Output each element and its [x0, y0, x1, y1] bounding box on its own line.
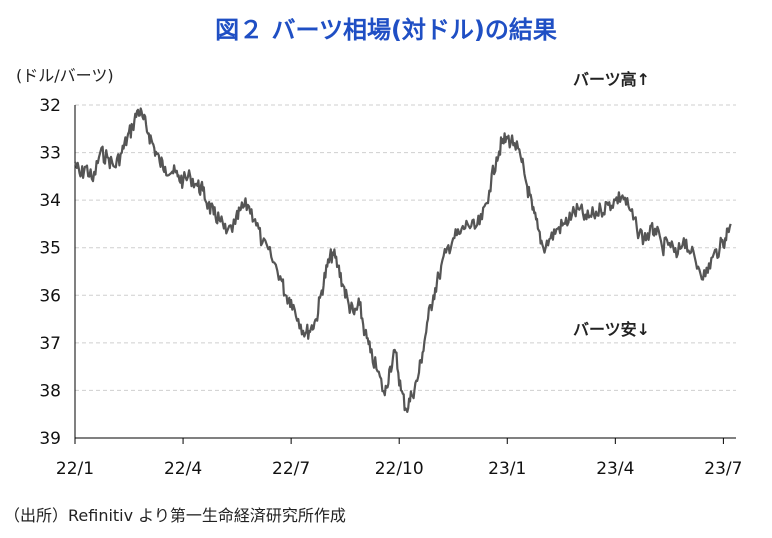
annotation-baht-strong: バーツ高↑ — [573, 70, 651, 89]
y-tick-label-36: 36 — [39, 286, 61, 306]
x-tick-label-23/7: 23/7 — [704, 459, 742, 479]
y-tick-label-37: 37 — [39, 334, 61, 354]
x-tick-label-22/7: 22/7 — [272, 459, 310, 479]
exchange-rate-chart: 32 33 34 35 36 37 38 39 22/1 22/4 22/7 22/10 23/1 23… — [39, 96, 743, 479]
x-tick-label-22/1: 22/1 — [56, 459, 94, 479]
chart-axes — [74, 105, 736, 444]
annotation-baht-weak: バーツ安↓ — [573, 320, 651, 339]
x-tick-label-23/1: 23/1 — [488, 459, 526, 479]
y-tick-label-38: 38 — [39, 381, 61, 401]
y-tick-label-35: 35 — [39, 239, 61, 259]
y-axis-unit-label: (ドル/バーツ) — [16, 66, 114, 85]
series-group — [73, 107, 732, 413]
x-tick-label-23/4: 23/4 — [596, 459, 634, 479]
series-line-0 — [73, 107, 732, 413]
chart-title: 図２ バーツ相場(対ドル)の結果 — [215, 16, 557, 44]
y-tick-label-32: 32 — [39, 96, 61, 116]
y-tick-label-34: 34 — [39, 191, 61, 211]
y-tick-label-39: 39 — [39, 429, 61, 449]
x-tick-label-22/4: 22/4 — [164, 459, 202, 479]
y-tick-label-33: 33 — [39, 144, 61, 164]
x-tick-labels: 22/1 22/4 22/7 22/10 23/1 23/4 23/7 — [56, 459, 743, 479]
source-note: （出所）Refinitiv より第一生命経済研究所作成 — [4, 506, 346, 525]
y-tick-labels: 32 33 34 35 36 37 38 39 — [39, 96, 61, 449]
grid-lines — [75, 104, 736, 391]
x-tick-label-22/10: 22/10 — [375, 459, 424, 479]
